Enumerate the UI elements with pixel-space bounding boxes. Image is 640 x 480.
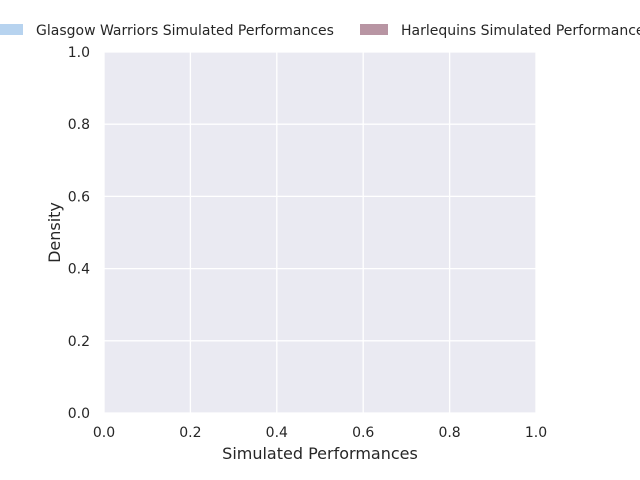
y-tick-label: 1.0: [68, 45, 90, 61]
y-grid: [104, 51, 536, 414]
x-tick-label: 0.8: [438, 425, 460, 441]
legend-label: Harlequins Simulated Performances: [401, 23, 640, 39]
x-tick-label: 0.4: [266, 425, 288, 441]
legend: Glasgow Warriors Simulated Performances H…: [0, 23, 640, 39]
x-tick-labels: 0.0 0.2 0.4 0.6 0.8 1.0: [93, 425, 547, 441]
y-tick-label: 0.6: [68, 189, 90, 205]
x-tick-label: 1.0: [525, 425, 547, 441]
y-axis-label: Density: [45, 202, 64, 263]
y-tick-label: 0.8: [68, 117, 90, 133]
y-tick-label: 0.0: [68, 406, 90, 422]
x-tick-label: 0.6: [352, 425, 374, 441]
y-tick-labels: 0.0 0.2 0.4 0.6 0.8 1.0: [68, 45, 90, 422]
x-tick-label: 0.0: [93, 425, 115, 441]
legend-entry: Glasgow Warriors Simulated Performances: [0, 23, 334, 39]
x-tick-label: 0.2: [179, 425, 201, 441]
y-tick-label: 0.2: [68, 334, 90, 350]
legend-entry: Harlequins Simulated Performances: [360, 23, 640, 39]
legend-swatch: [0, 24, 23, 35]
x-grid: [103, 52, 537, 413]
plot-area: [104, 52, 536, 413]
legend-label: Glasgow Warriors Simulated Performances: [36, 23, 334, 39]
y-tick-label: 0.4: [68, 262, 90, 278]
x-axis-label: Simulated Performances: [222, 444, 418, 463]
legend-swatch: [360, 24, 388, 35]
